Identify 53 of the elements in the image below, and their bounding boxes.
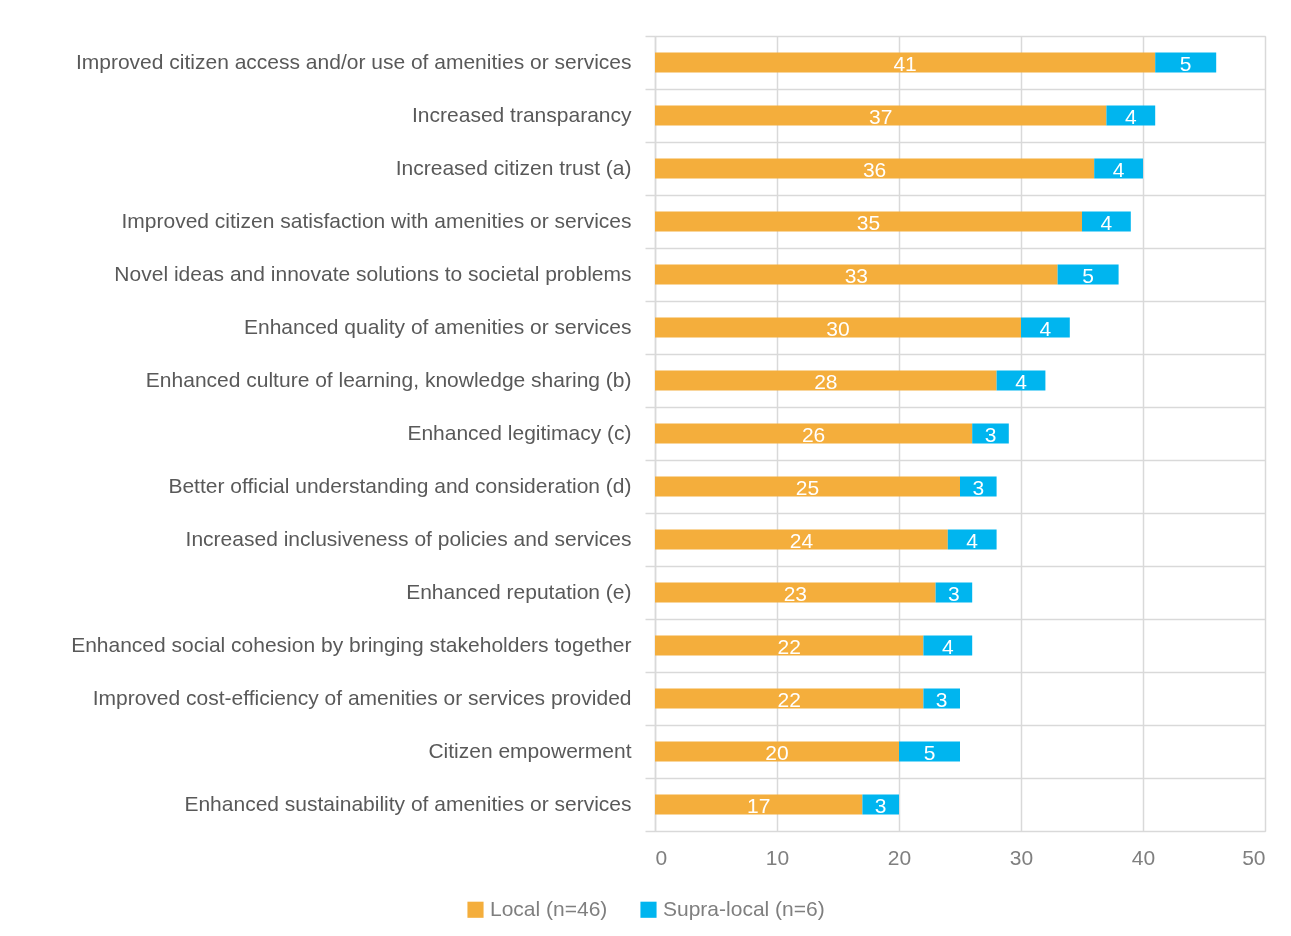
x-tick-label: 30 <box>1009 845 1034 869</box>
data-label: 3 <box>935 687 948 711</box>
data-label: 3 <box>984 422 997 446</box>
y-tick-label: Improved cost-efficiency of amenities or services provided <box>92 686 632 709</box>
data-label: 4 <box>941 634 954 658</box>
y-tick-label: Enhanced legitimacy (c) <box>407 421 632 444</box>
x-tick-label: 10 <box>765 845 790 869</box>
x-tick-label: 20 <box>887 845 912 869</box>
data-label: 3 <box>874 793 887 817</box>
y-tick-label: Enhanced social cohesion by bringing stakeholders together <box>71 633 632 656</box>
y-tick-label: Increased inclusiveness of policies and services <box>185 527 632 550</box>
data-label: 36 <box>862 157 887 181</box>
y-tick-label: Enhanced sustainability of amenities or services <box>184 792 632 815</box>
data-label: 28 <box>814 369 838 393</box>
legend-label: Local (n=46) <box>490 896 608 920</box>
data-label: 4 <box>1015 369 1028 393</box>
data-label: 35 <box>856 210 881 234</box>
data-label: 5 <box>1179 51 1192 75</box>
data-label: 41 <box>893 51 917 75</box>
data-label: 37 <box>869 104 893 128</box>
data-label: 22 <box>777 634 801 658</box>
data-label: 25 <box>795 475 820 499</box>
data-label: 4 <box>1100 210 1113 234</box>
data-label: 4 <box>966 528 979 552</box>
data-label: 4 <box>1112 157 1125 181</box>
y-tick-label: Improved citizen access and/or use of amenities or services <box>75 50 632 73</box>
data-label: 4 <box>1124 104 1137 128</box>
data-label: 4 <box>1039 316 1052 340</box>
y-tick-label: Novel ideas and innovate solutions to societal problems <box>114 262 632 285</box>
data-label: 5 <box>923 740 936 764</box>
y-tick-label: Increased transparancy <box>412 103 632 126</box>
data-label: 20 <box>765 740 789 764</box>
y-tick-label: Improved citizen satisfaction with amenities or services <box>121 209 632 232</box>
x-tick-label: 40 <box>1131 845 1156 869</box>
data-label: 33 <box>844 263 868 287</box>
data-label: 22 <box>777 687 801 711</box>
y-tick-label: Enhanced reputation (e) <box>406 580 632 603</box>
y-tick-label: Enhanced quality of amenities or services <box>243 315 632 338</box>
data-label: 17 <box>747 793 771 817</box>
data-label: 5 <box>1082 263 1094 287</box>
x-tick-label: 0 <box>655 845 668 869</box>
data-label: 24 <box>789 528 814 552</box>
x-tick-label: 50 <box>1242 845 1266 869</box>
data-label: 3 <box>948 581 960 605</box>
data-label: 3 <box>972 475 985 499</box>
y-tick-label: Increased citizen trust (a) <box>395 156 632 179</box>
legend-label: Supra-local (n=6) <box>663 896 825 920</box>
y-tick-label: Citizen empowerment <box>428 739 632 762</box>
data-label: 23 <box>783 581 807 605</box>
y-tick-label: Better official understanding and consideration (d) <box>168 474 632 497</box>
data-label: 26 <box>801 422 826 446</box>
data-label: 30 <box>826 316 850 340</box>
y-tick-label: Enhanced culture of learning, knowledge sharing (b) <box>145 368 632 391</box>
